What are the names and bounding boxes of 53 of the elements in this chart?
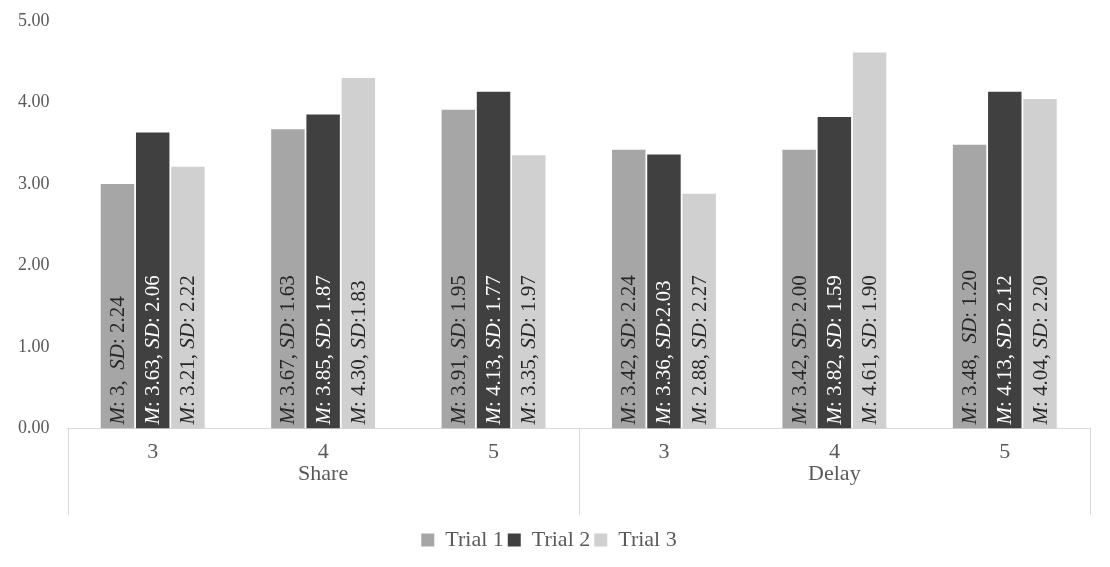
x-tick-label: 3 [658,437,670,463]
data-label: M: 3.82, SD: 1.59 [821,275,846,426]
data-label: M: 3.42, SD: 2.24 [616,274,641,426]
data-label: M: 4.13, SD: 2.12 [992,275,1017,426]
y-tick-label: 5.00 [18,9,50,30]
data-label: M: 3, SD: 2.24 [105,295,129,426]
bar [271,129,305,429]
x-tick-label: 5 [999,437,1011,463]
x-tick-label: 4 [828,437,840,463]
data-label: M: 2.88, SD: 2.27 [686,275,711,426]
y-tick-label: 4.00 [18,91,50,112]
bar [852,52,887,429]
bar [341,77,376,429]
x-tick-label: 5 [488,437,500,463]
bar [171,166,205,429]
text: Share [298,460,349,486]
y-tick-label: 1.00 [18,335,50,356]
data-label: M: 3.36, SD:2.03 [651,280,676,426]
bar [988,91,1022,429]
bar [817,117,852,429]
bar [135,132,170,429]
data-label: M: 3.21, SD: 2.22 [175,275,200,426]
y-tick-label: 2.00 [18,254,50,275]
data-label: M: 4.30, SD:1.83 [345,280,370,426]
data-label: M: 3.48, SD: 1.20 [957,270,982,426]
bar [306,114,340,429]
data-label: M: 3.67, SD: 1.63 [275,275,300,426]
data-label: M: 4.61, SD: 1.90 [857,275,882,426]
x-tick-label: 4 [317,437,329,463]
bar [441,109,476,429]
legend-label: Trial 2 [531,525,591,551]
bar [612,149,646,429]
bar [512,155,546,429]
bar [952,144,987,429]
data-label: M: 3.63, SD: 2.06 [140,275,165,426]
data-label: M: 3.91, SD: 1.95 [445,275,470,426]
bar [782,149,816,429]
text: Delay [808,460,861,486]
data-label: M: 4.13, SD: 1.77 [481,275,506,426]
data-label: M: 3.42, SD: 2.00 [786,275,811,426]
bar [647,154,681,429]
x-tick-label: 3 [147,437,159,463]
data-label: M: 4.04, SD: 2.20 [1027,275,1052,426]
bar [476,91,511,429]
bar [1023,99,1057,429]
data-label: M: 3.85, SD: 1.87 [310,275,335,426]
data-label: M: 3.35, SD: 1.97 [516,275,541,426]
bar [100,183,135,429]
legend-label: Trial 3 [618,525,677,551]
y-tick-label: 3.00 [18,172,50,193]
legend-label: Trial 1 [445,525,504,551]
bar [682,193,716,429]
y-tick-label: 0.00 [18,417,50,438]
